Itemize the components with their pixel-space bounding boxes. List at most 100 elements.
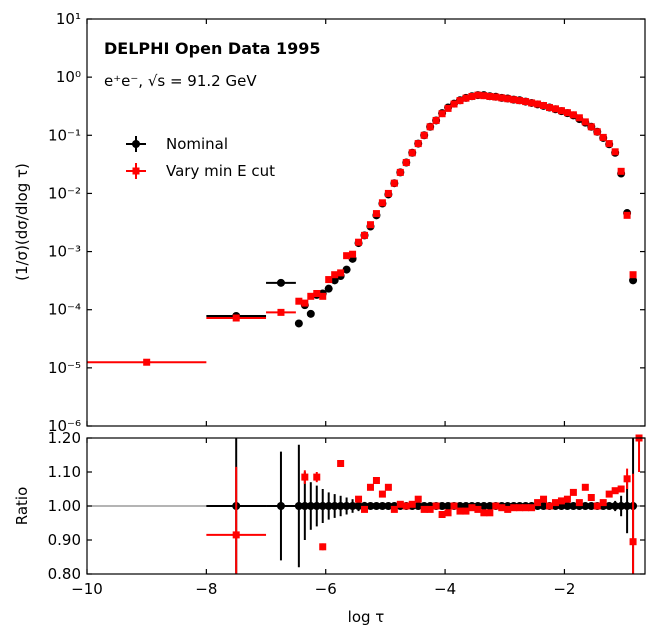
vary-min-e-cut-point-55 bbox=[605, 140, 613, 148]
ratio-nominal-point-8 bbox=[330, 502, 339, 510]
vary-min-e-cut-point-12 bbox=[349, 250, 357, 258]
ratio-vary-min-e-cut-point-43 bbox=[575, 499, 583, 507]
ratio-nominal-point-56 bbox=[617, 502, 626, 510]
vary-min-e-cut-point-15 bbox=[366, 221, 374, 229]
nominal-point-7 bbox=[324, 284, 333, 293]
ratio-vary-min-e-cut-point-15 bbox=[408, 500, 416, 508]
ratio-vary-min-e-cut-point-31 bbox=[504, 505, 512, 513]
ratio-nominal-point-50 bbox=[581, 502, 590, 510]
vary-min-e-cut-point-58 bbox=[623, 211, 631, 219]
vary-min-e-cut-point-16 bbox=[372, 210, 380, 218]
ratio-vary-min-e-cut-point-30 bbox=[498, 504, 506, 512]
vary-min-e-cut-point-29 bbox=[450, 100, 458, 108]
legend-marker-nominal bbox=[126, 136, 146, 152]
vary-min-e-cut-point-27 bbox=[438, 110, 446, 118]
vary-min-e-cut-point-32 bbox=[468, 92, 476, 100]
ratio-vary-min-e-cut-point-18 bbox=[426, 505, 434, 513]
nominal-point-8 bbox=[330, 276, 339, 285]
ratio-vary-min-e-cut-point-26 bbox=[474, 505, 482, 513]
x-tick-label-0: −10 bbox=[71, 580, 103, 598]
x-axis-label: log τ bbox=[348, 608, 385, 626]
ratio-nominal-point-57 bbox=[623, 502, 632, 510]
ratio-vary-min-e-cut-point-35 bbox=[528, 504, 536, 512]
legend-label-vary-min-e-cut: Vary min E cut bbox=[166, 162, 275, 180]
vary-min-e-cut-point-26 bbox=[432, 116, 440, 124]
ratio-vary-min-e-cut-point-0 bbox=[232, 531, 240, 539]
ratio-nominal-point-14 bbox=[366, 502, 375, 510]
vary-min-e-cut-series bbox=[87, 91, 637, 366]
ratio-y-tick-label-0: 0.80 bbox=[48, 565, 81, 583]
ratio-vary-min-e-cut-point-29 bbox=[492, 502, 500, 510]
ratio-vary-min-e-cut-point-14 bbox=[402, 502, 410, 510]
ratio-vary-min-e-cut-point-17 bbox=[420, 505, 428, 513]
vary-min-e-cut-point-1 bbox=[232, 314, 240, 322]
vary-min-e-cut-point-44 bbox=[540, 102, 548, 110]
vary-min-e-cut-point-33 bbox=[474, 91, 482, 99]
vary-min-e-cut-point-10 bbox=[337, 269, 345, 277]
ratio-vary-min-e-cut-point-45 bbox=[587, 494, 595, 501]
ratio-vary-min-e-cut-point-22 bbox=[450, 502, 458, 510]
ratio-vary-min-e-cut-point-8 bbox=[366, 483, 374, 491]
vary-min-e-cut-point-13 bbox=[355, 238, 363, 246]
ratio-vary-min-e-cut-point-5 bbox=[337, 460, 345, 467]
vary-min-e-cut-point-35 bbox=[486, 92, 494, 100]
ratio-nominal-point-5 bbox=[312, 502, 321, 510]
vary-min-e-cut-point-30 bbox=[456, 97, 464, 105]
vary-min-e-cut-point-50 bbox=[575, 114, 583, 122]
vary-min-e-cut-point-19 bbox=[390, 179, 398, 187]
main-y-tick-label-1: 10⁻⁵ bbox=[48, 359, 81, 377]
vary-min-e-cut-point-54 bbox=[599, 133, 607, 141]
main-plot: 10⁻⁶ 10⁻⁵ 10⁻⁴ 10⁻³ 10⁻² 10⁻¹ 10⁰ 10¹ DELPHI Op… bbox=[13, 10, 646, 435]
vary-min-e-cut-point-25 bbox=[426, 123, 434, 131]
ratio-vary-min-e-cut-point-42 bbox=[569, 488, 577, 496]
vary-min-e-cut-point-3 bbox=[295, 297, 303, 305]
ratio-y-axis-label: Ratio bbox=[13, 487, 31, 526]
vary-min-e-cut-point-18 bbox=[384, 189, 392, 197]
ratio-vary-min-e-cut-point-9 bbox=[372, 477, 380, 484]
vary-min-e-cut-point-24 bbox=[420, 131, 428, 139]
main-y-tick-label-0: 10⁻⁶ bbox=[48, 417, 81, 435]
nominal-point-58 bbox=[629, 276, 638, 285]
ratio-nominal-point-55 bbox=[611, 502, 620, 510]
vary-min-e-cut-point-51 bbox=[581, 118, 589, 126]
ratio-vary-min-e-cut-point-48 bbox=[605, 490, 613, 498]
ratio-vary-min-e-cut-point-12 bbox=[390, 505, 398, 513]
ratio-plot-series bbox=[87, 434, 645, 574]
vary-min-e-cut-point-59 bbox=[629, 271, 637, 279]
vary-min-e-cut-point-23 bbox=[414, 140, 422, 148]
vary-min-e-cut-point-11 bbox=[343, 252, 351, 260]
ratio-vary-min-e-cut-point-13 bbox=[396, 500, 404, 508]
ratio-vary-min-e-cut-point-20 bbox=[438, 511, 446, 518]
ratio-vary-min-e-cut-point-41 bbox=[563, 495, 571, 503]
ratio-vary-min-e-cut-point-36 bbox=[534, 499, 542, 507]
vary-min-e-cut-point-40 bbox=[516, 97, 524, 105]
x-tick-label-4: −2 bbox=[553, 580, 575, 598]
ratio-nominal-point-22 bbox=[414, 502, 423, 510]
ratio-y-tick-label-3: 1.10 bbox=[48, 463, 81, 481]
ratio-vary-min-e-cut-point-44 bbox=[581, 483, 589, 491]
main-y-tick-label-4: 10⁻² bbox=[48, 184, 81, 202]
ratio-vary-min-e-cut-point-40 bbox=[557, 497, 565, 505]
ratio-vary-min-e-cut-point-16 bbox=[414, 495, 422, 503]
nominal-point-2 bbox=[294, 319, 303, 328]
main-y-axis-label: (1/σ)(dσ/dlog τ) bbox=[13, 163, 31, 281]
nominal-point-1 bbox=[276, 278, 285, 287]
ratio-y-tick-label-1: 0.90 bbox=[48, 531, 81, 549]
ratio-nominal-point-11 bbox=[348, 502, 357, 510]
ratio-nominal-point-3 bbox=[300, 502, 309, 510]
vary-min-e-cut-point-53 bbox=[593, 128, 601, 136]
ratio-nominal-point-43 bbox=[539, 502, 548, 510]
ratio-nominal-point-47 bbox=[563, 502, 572, 510]
vary-min-e-cut-point-49 bbox=[569, 111, 577, 119]
main-plot-axes: 10⁻⁶ 10⁻⁵ 10⁻⁴ 10⁻³ 10⁻² 10⁻¹ 10⁰ 10¹ bbox=[48, 10, 646, 435]
ratio-nominal-point-9 bbox=[336, 502, 345, 510]
vary-min-e-cut-point-0 bbox=[143, 358, 151, 366]
chart-subtitle: e⁺e⁻, √s = 91.2 GeV bbox=[104, 72, 257, 90]
ratio-vary-min-e-cut-point-50 bbox=[617, 485, 625, 493]
vary-min-e-cut-point-17 bbox=[378, 199, 386, 207]
ratio-vary-min-e-cut-point-49 bbox=[611, 487, 619, 495]
ratio-nominal-point-10 bbox=[342, 502, 351, 510]
ratio-plot: −10 −8 −6 −4 −2 0.80 0.90 1.00 1.10 1.20 Ratio lo… bbox=[13, 429, 646, 626]
ratio-vary-min-e-cut-point-1 bbox=[301, 473, 309, 481]
